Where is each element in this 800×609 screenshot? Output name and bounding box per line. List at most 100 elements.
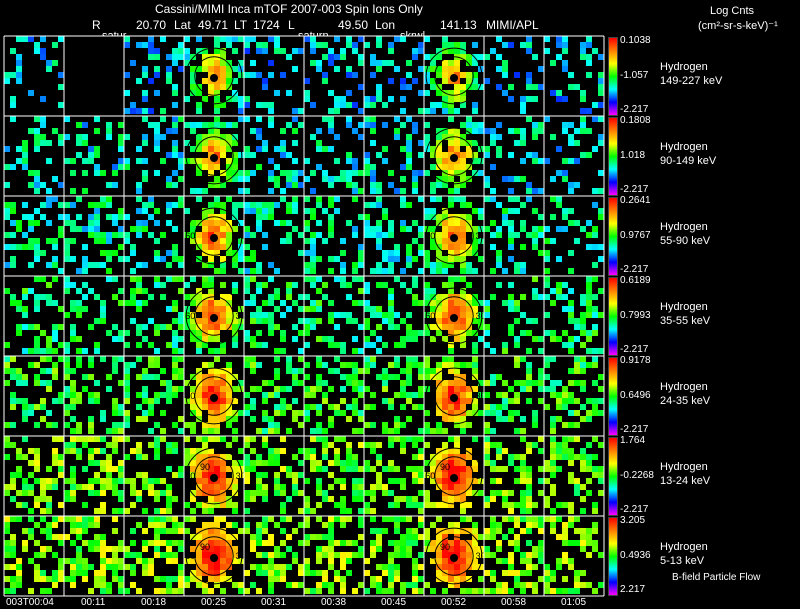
heatmap-cell bbox=[448, 196, 454, 202]
heatmap-cell bbox=[214, 78, 220, 84]
heatmap-cell bbox=[4, 208, 10, 214]
heatmap-cell bbox=[370, 516, 376, 522]
heatmap-cell bbox=[340, 460, 346, 466]
heatmap-cell bbox=[22, 416, 28, 422]
heatmap-cell bbox=[490, 348, 496, 354]
heatmap-cell bbox=[406, 134, 412, 140]
heatmap-cell bbox=[70, 478, 76, 484]
heatmap-cell bbox=[442, 404, 448, 410]
heatmap-cell bbox=[496, 232, 502, 238]
heatmap-cell bbox=[262, 516, 268, 522]
heatmap-cell bbox=[64, 356, 70, 362]
heatmap-cell bbox=[136, 288, 142, 294]
heatmap-cell bbox=[388, 294, 394, 300]
heatmap-cell bbox=[118, 336, 124, 342]
heatmap-cell bbox=[334, 404, 340, 410]
heatmap-cell bbox=[370, 164, 376, 170]
heatmap-cell bbox=[304, 90, 310, 96]
heatmap-cell bbox=[358, 214, 364, 220]
heatmap-cell bbox=[22, 152, 28, 158]
heatmap-cell bbox=[412, 220, 418, 226]
heatmap-cell bbox=[190, 466, 196, 472]
heatmap-cell bbox=[250, 336, 256, 342]
heatmap-cell bbox=[118, 460, 124, 466]
heatmap-cell bbox=[496, 54, 502, 60]
heatmap-cell bbox=[232, 140, 238, 146]
heatmap-cell bbox=[592, 48, 598, 54]
heatmap-cell bbox=[130, 448, 136, 454]
heatmap-cell bbox=[136, 226, 142, 232]
heatmap-cell bbox=[412, 356, 418, 362]
heatmap-cell bbox=[178, 546, 184, 552]
heatmap-cell bbox=[190, 330, 196, 336]
heatmap-cell bbox=[298, 294, 304, 300]
lon-value: 49.50 bbox=[338, 18, 369, 32]
heatmap-cell bbox=[22, 528, 28, 534]
heatmap-cell bbox=[508, 220, 514, 226]
heatmap-cell bbox=[88, 362, 94, 368]
heatmap-cell bbox=[238, 108, 244, 114]
heatmap-cell bbox=[124, 164, 130, 170]
fov-circle bbox=[185, 447, 243, 505]
heatmap-cell bbox=[388, 428, 394, 434]
heatmap-cell bbox=[148, 78, 154, 84]
heatmap-cell bbox=[322, 380, 328, 386]
heatmap-cell bbox=[136, 146, 142, 152]
heatmap-cell bbox=[334, 108, 340, 114]
heatmap-cell bbox=[442, 300, 448, 306]
heatmap-cell bbox=[202, 226, 208, 232]
heatmap-cell bbox=[562, 48, 568, 54]
heatmap-cell bbox=[472, 546, 478, 552]
heatmap-cell bbox=[370, 362, 376, 368]
heatmap-cell bbox=[580, 116, 586, 122]
heatmap-cell bbox=[178, 374, 184, 380]
heatmap-cell bbox=[118, 490, 124, 496]
heatmap-cell bbox=[94, 116, 100, 122]
heatmap-cell bbox=[448, 220, 454, 226]
heatmap-cell bbox=[94, 318, 100, 324]
heatmap-cell bbox=[118, 582, 124, 588]
heatmap-cell bbox=[526, 318, 532, 324]
heatmap-cell bbox=[4, 342, 10, 348]
heatmap-cell bbox=[436, 324, 442, 330]
heatmap-cell bbox=[106, 214, 112, 220]
heatmap-cell bbox=[34, 116, 40, 122]
heatmap-cell bbox=[352, 182, 358, 188]
heatmap-cell bbox=[568, 522, 574, 528]
heatmap-cell bbox=[112, 478, 118, 484]
heatmap-cell bbox=[436, 182, 442, 188]
heatmap-cell bbox=[556, 454, 562, 460]
heatmap-cell bbox=[10, 576, 16, 582]
heatmap-cell bbox=[226, 250, 232, 256]
heatmap-cell bbox=[520, 294, 526, 300]
heatmap-cell bbox=[568, 368, 574, 374]
heatmap-cell bbox=[76, 336, 82, 342]
heatmap-cell bbox=[352, 410, 358, 416]
heatmap-cell bbox=[274, 42, 280, 48]
heatmap-cell bbox=[70, 368, 76, 374]
heatmap-cell bbox=[550, 214, 556, 220]
heatmap-cell bbox=[592, 380, 598, 386]
heatmap-cell bbox=[64, 282, 70, 288]
heatmap-cell bbox=[340, 54, 346, 60]
heatmap-cell bbox=[400, 442, 406, 448]
heatmap-cell bbox=[52, 348, 58, 354]
heatmap-cell bbox=[268, 208, 274, 214]
heatmap-cell bbox=[364, 558, 370, 564]
heatmap-cell bbox=[436, 454, 442, 460]
fov-circle bbox=[185, 127, 243, 185]
heatmap-cell bbox=[562, 392, 568, 398]
heatmap-cell bbox=[328, 54, 334, 60]
heatmap-cell bbox=[172, 496, 178, 502]
heatmap-cell bbox=[370, 60, 376, 66]
heatmap-cell bbox=[514, 300, 520, 306]
heatmap-cell bbox=[580, 152, 586, 158]
heatmap-cell bbox=[64, 134, 70, 140]
heatmap-cell bbox=[280, 448, 286, 454]
heatmap-cell bbox=[370, 96, 376, 102]
heatmap-cell bbox=[208, 398, 214, 404]
heatmap-cell bbox=[208, 410, 214, 416]
heatmap-cell bbox=[586, 362, 592, 368]
heatmap-cell bbox=[328, 232, 334, 238]
heatmap-cell bbox=[328, 558, 334, 564]
